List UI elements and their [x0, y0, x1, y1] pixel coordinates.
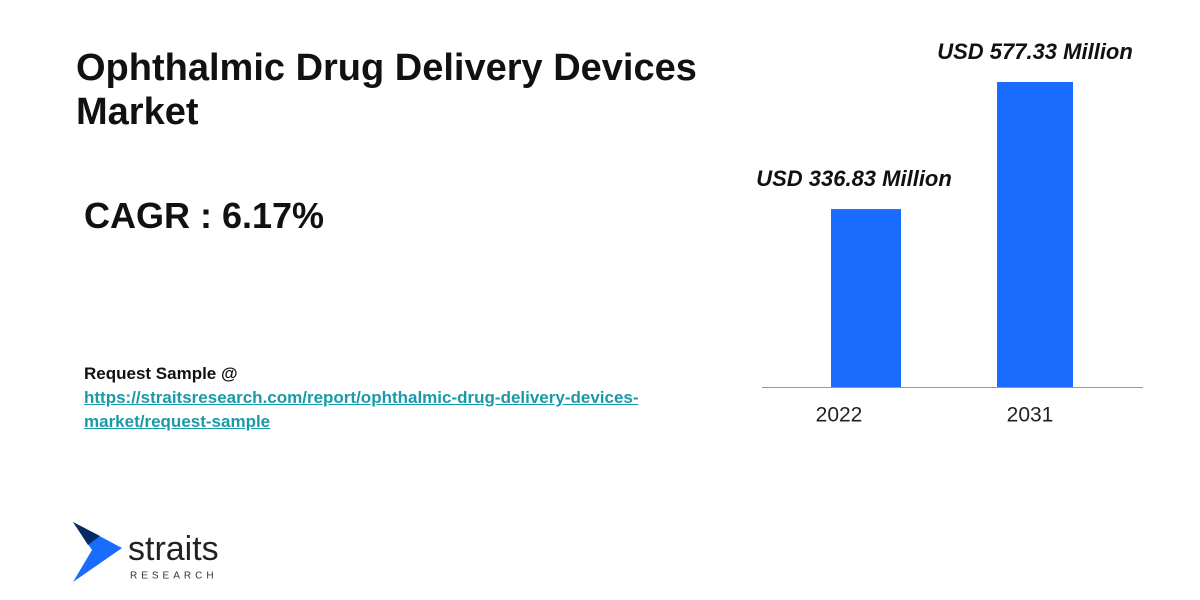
value-label: USD 336.83 Million — [756, 166, 952, 191]
request-link[interactable]: https://straitsresearch.com/report/ophth… — [84, 388, 639, 431]
x-tick-label: 2022 — [816, 404, 863, 427]
logo-tagline: RESEARCH — [130, 571, 218, 582]
x-tick-label: 2031 — [1007, 404, 1054, 427]
logo-mark-dark — [73, 522, 100, 545]
bar — [997, 82, 1073, 387]
logo-name: straits — [128, 530, 219, 568]
request-label: Request Sample @ — [84, 364, 238, 383]
value-label: USD 577.33 Million — [937, 39, 1133, 64]
logo: straits RESEARCH — [73, 522, 219, 582]
bar — [831, 209, 901, 387]
cagr: CAGR : 6.17% — [84, 195, 325, 236]
title: Ophthalmic Drug Delivery Devices Market — [76, 47, 697, 133]
